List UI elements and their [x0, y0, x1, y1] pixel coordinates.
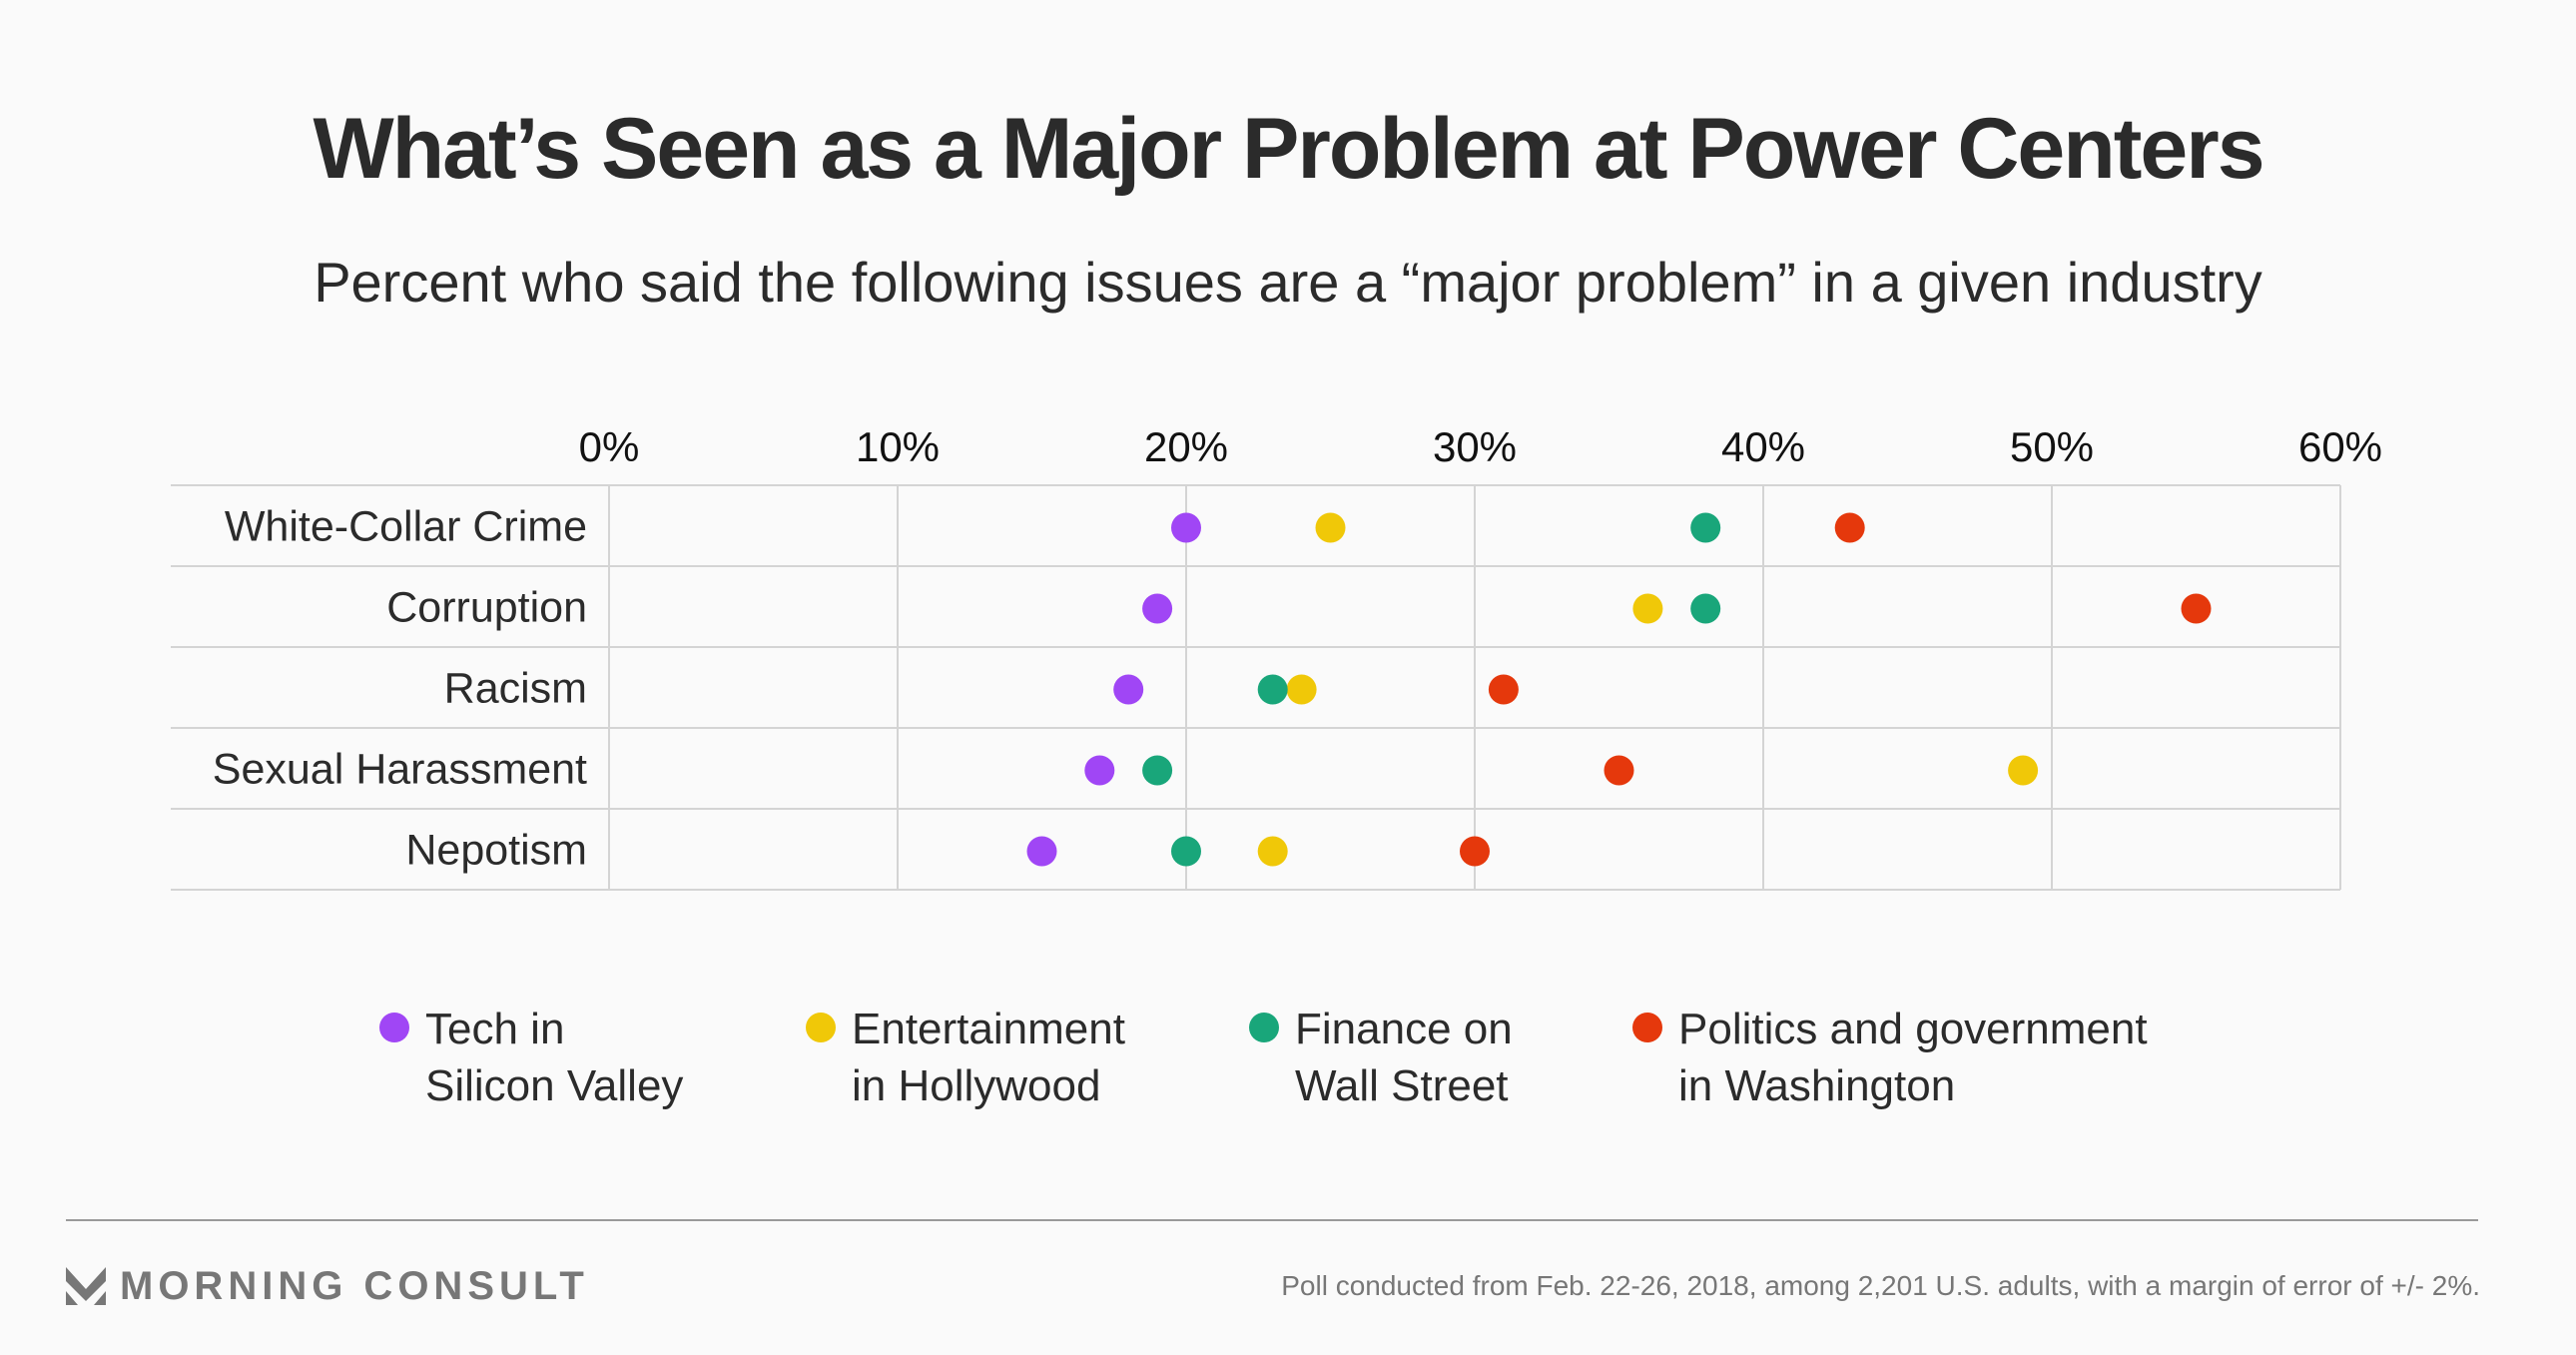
legend-label: Finance on Wall Street [1295, 1001, 1513, 1114]
data-point [1171, 836, 1201, 867]
category-label: Corruption [386, 584, 587, 632]
data-point [1690, 593, 1721, 624]
data-point [1171, 512, 1201, 543]
morning-consult-logo-icon [66, 1266, 106, 1305]
dot-plot: 0% 10% 20% 30% 40% 50% 60% White-Collar Crime C… [171, 423, 2382, 891]
category-label: Nepotism [405, 827, 587, 875]
legend-label-line: Wall Street [1295, 1061, 1509, 1110]
legend-label: Tech in Silicon Valley [425, 1001, 683, 1114]
data-point [1026, 836, 1057, 867]
legend-label: Politics and government in Washington [1678, 1001, 2148, 1114]
data-point [1084, 755, 1115, 786]
legend-item: Tech in Silicon Valley [379, 1001, 683, 1114]
data-point [2008, 755, 2039, 786]
legend-label-line: Politics and government [1678, 1005, 2148, 1053]
chart-title: What’s Seen as a Major Problem at Power … [313, 101, 2264, 197]
x-tick-label: 60% [2298, 423, 2382, 470]
legend-label-line: in Hollywood [852, 1061, 1101, 1110]
data-point [1632, 593, 1663, 624]
data-point [1257, 674, 1288, 705]
legend-item: Entertainment in Hollywood [806, 1001, 1125, 1114]
legend-item: Finance on Wall Street [1249, 1001, 1513, 1114]
x-tick-label: 10% [856, 423, 940, 470]
brand-name: MORNING CONSULT [120, 1264, 589, 1308]
data-point [1604, 755, 1634, 786]
legend-label-line: Entertainment [852, 1005, 1125, 1053]
legend-swatch [1249, 1013, 1279, 1042]
data-point [1460, 836, 1490, 867]
legend-item: Politics and government in Washington [1632, 1001, 2148, 1114]
legend-swatch [379, 1013, 409, 1042]
data-point [2181, 593, 2212, 624]
legend-label-line: Tech in [425, 1005, 565, 1053]
category-label: White-Collar Crime [225, 503, 587, 551]
x-tick-label: 30% [1433, 423, 1517, 470]
data-point [1113, 674, 1144, 705]
category-label: Racism [444, 665, 587, 713]
legend-label-line: in Washington [1678, 1061, 1956, 1110]
x-tick-label: 0% [579, 423, 640, 470]
category-label: Sexual Harassment [213, 746, 587, 794]
data-point [1142, 593, 1173, 624]
brand-logo: MORNING CONSULT [66, 1264, 589, 1309]
data-point [1257, 836, 1288, 867]
x-tick-label: 40% [1721, 423, 1805, 470]
legend-swatch [1632, 1013, 1662, 1042]
legend-label-line: Finance on [1295, 1005, 1513, 1053]
x-tick-label: 20% [1144, 423, 1228, 470]
data-point [1488, 674, 1519, 705]
footer-divider [66, 1219, 2478, 1221]
legend-label: Entertainment in Hollywood [852, 1001, 1125, 1114]
data-point [1142, 755, 1173, 786]
legend-swatch [806, 1013, 836, 1042]
data-point [1834, 512, 1865, 543]
data-point [1286, 674, 1317, 705]
poll-footnote: Poll conducted from Feb. 22-26, 2018, am… [1281, 1270, 2480, 1301]
data-point [1690, 512, 1721, 543]
chart-subtitle: Percent who said the following issues ar… [314, 251, 2262, 314]
x-tick-label: 50% [2010, 423, 2094, 470]
legend-label-line: Silicon Valley [425, 1061, 684, 1110]
data-point [1315, 512, 1346, 543]
